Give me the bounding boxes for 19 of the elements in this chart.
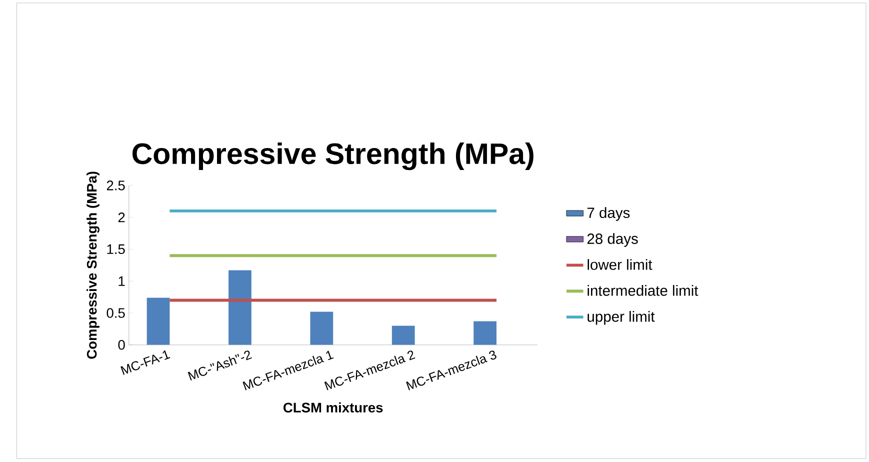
y-tick-label: 1.5: [107, 244, 125, 254]
bar: [146, 298, 170, 346]
legend-label: lower limit: [588, 259, 652, 270]
y-tick-label: 1: [118, 276, 125, 286]
y-tick-label: 0.5: [106, 308, 125, 318]
y-tick-label: 0: [118, 340, 125, 350]
bar: [228, 270, 252, 346]
y-axis-title: Compressive Strength (MPa): [86, 172, 100, 359]
y-tick-label: 2.5: [106, 180, 125, 191]
bar: [310, 312, 334, 346]
legend-label: 7 days: [587, 207, 630, 222]
bar: [474, 321, 496, 346]
legend-label: upper limit: [588, 311, 655, 325]
legend-label: 28 days: [587, 233, 638, 248]
x-axis-title: CLSM mixtures: [284, 402, 383, 413]
y-tick-label: 2: [118, 212, 125, 222]
bar: [392, 326, 415, 346]
chart-title: Compressive Strength (MPa): [132, 142, 534, 170]
legend-label: intermediate limit: [588, 285, 698, 296]
